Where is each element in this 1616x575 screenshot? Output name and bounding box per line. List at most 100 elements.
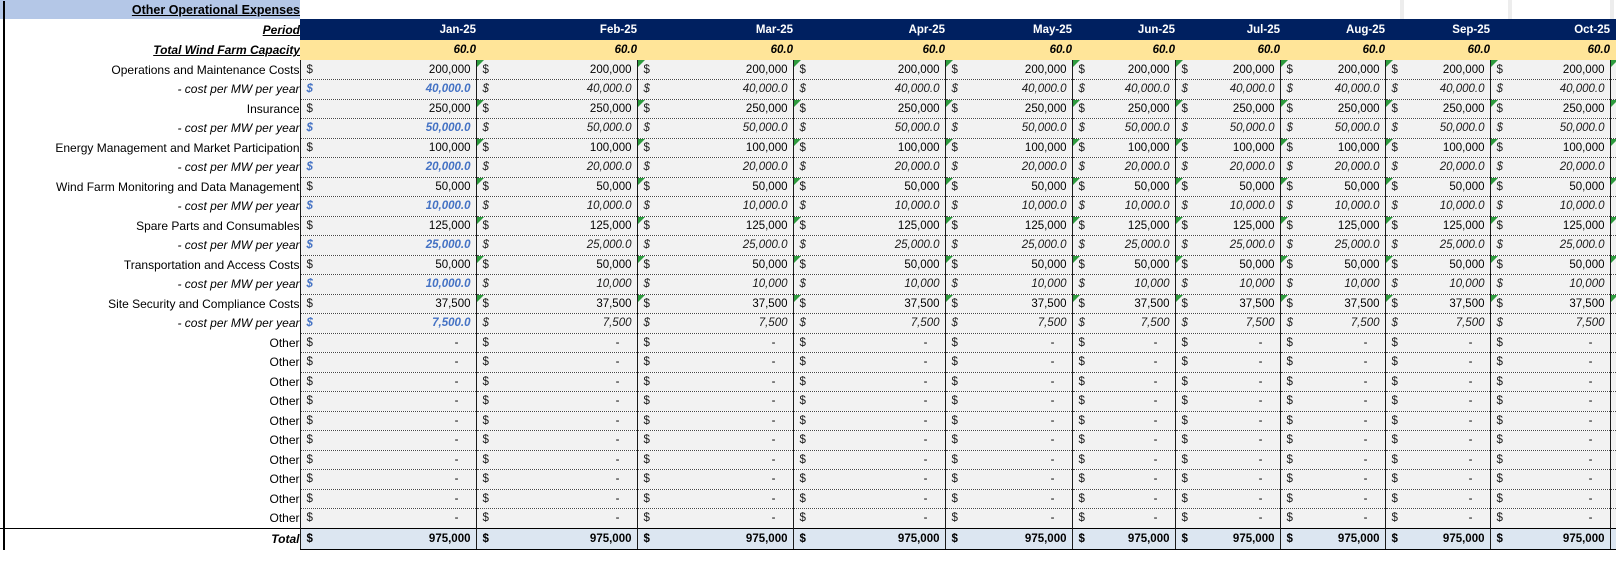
expense-value-cell[interactable]: $10,000.0 (1174, 196, 1280, 217)
expense-value-cell[interactable]: $200,000 (299, 60, 476, 80)
expense-value-cell[interactable]: $ - (944, 352, 1072, 373)
expense-value-cell[interactable]: $250,000 (1174, 99, 1280, 119)
expense-value-cell[interactable]: $ - (1071, 489, 1175, 509)
expense-value-cell[interactable]: $50,000.0 (944, 118, 1072, 139)
row-label[interactable]: - cost per MW per year (0, 274, 300, 294)
total-value-cell[interactable]: $975,000 (299, 527, 476, 550)
expense-value-cell[interactable]: $10,000.0 (1071, 196, 1175, 217)
expense-value-cell[interactable]: $ - (944, 508, 1072, 529)
capacity-value[interactable]: 60.0 (476, 40, 637, 60)
expense-value-cell[interactable]: $50,000 (475, 177, 637, 197)
expense-value-cell[interactable]: $ - (1174, 489, 1280, 509)
expense-value-cell[interactable]: $37,500 (475, 294, 637, 314)
expense-value-cell[interactable]: $ - (1174, 411, 1280, 431)
expense-value-cell[interactable]: $200,000 (1071, 60, 1175, 80)
expense-value-cell[interactable]: $250,000 (944, 99, 1072, 119)
expense-value-cell[interactable]: $ - (1384, 333, 1490, 353)
expense-value-cell[interactable]: $ - (1174, 450, 1280, 470)
expense-value-cell[interactable]: $ - (636, 430, 793, 451)
expense-value-cell[interactable]: $ - (636, 450, 793, 470)
row-label[interactable]: Operations and Maintenance Costs (0, 60, 300, 80)
expense-value-cell[interactable]: $37,500 (1489, 294, 1610, 314)
expense-value-cell[interactable]: $ - (944, 391, 1072, 412)
expense-value-cell[interactable]: $250,000 (475, 99, 637, 119)
expense-value-cell[interactable]: $50,000 (1071, 255, 1175, 275)
expense-value-cell[interactable]: $250,000 (792, 99, 945, 119)
expense-value-cell[interactable]: $125,000 (475, 216, 637, 236)
expense-value-cell[interactable]: $ - (944, 372, 1072, 392)
expense-value-cell[interactable]: $50,000 (636, 177, 793, 197)
expense-value-cell[interactable]: $10,000.0 (475, 196, 637, 217)
expense-value-cell[interactable]: $ - (1279, 411, 1385, 431)
expense-value-cell[interactable]: $37,500 (636, 294, 793, 314)
expense-value-cell[interactable]: $50,000.0 (792, 118, 945, 139)
row-label[interactable]: Other (0, 508, 300, 528)
month-header[interactable]: Jul-25 (1175, 19, 1280, 40)
expense-value-cell[interactable]: $ - (792, 411, 945, 431)
expense-value-cell[interactable]: $ - (1071, 391, 1175, 412)
expense-value-cell[interactable]: $100,000 (1071, 138, 1175, 158)
expense-value-cell[interactable]: $40,000.0 (792, 79, 945, 100)
expense-value-cell[interactable]: $ - (475, 469, 637, 490)
expense-value-cell[interactable]: $ - (1071, 450, 1175, 470)
expense-value-cell[interactable]: $ - (1071, 469, 1175, 490)
expense-value-cell[interactable]: $ - (475, 372, 637, 392)
expense-value-cell[interactable]: $ - (1071, 372, 1175, 392)
expense-value-cell[interactable]: $ - (792, 372, 945, 392)
expense-value-cell[interactable]: $ - (299, 391, 476, 412)
row-label[interactable]: Site Security and Compliance Costs (0, 294, 300, 314)
expense-value-cell[interactable]: $10,000.0 (636, 196, 793, 217)
row-label[interactable]: Other (0, 450, 300, 470)
expense-value-cell[interactable]: $37,500 (1384, 294, 1490, 314)
expense-value-cell[interactable]: $100,000 (944, 138, 1072, 158)
expense-value-cell[interactable]: $ - (792, 430, 945, 451)
row-label[interactable]: Other (0, 352, 300, 372)
expense-value-cell[interactable]: $ - (1489, 352, 1610, 373)
expense-value-cell[interactable]: $ - (792, 489, 945, 509)
month-header[interactable]: Sep-25 (1385, 19, 1490, 40)
expense-value-cell[interactable]: $20,000.0 (299, 157, 476, 178)
expense-value-cell[interactable]: $7,500 (1489, 313, 1610, 334)
capacity-value[interactable]: 60.0 (1072, 40, 1175, 60)
expense-value-cell[interactable]: $40,000.0 (1279, 79, 1385, 100)
expense-value-cell[interactable]: $50,000.0 (1174, 118, 1280, 139)
expense-value-cell[interactable]: $ - (299, 430, 476, 451)
expense-value-cell[interactable]: $25,000.0 (299, 235, 476, 256)
expense-value-cell[interactable]: $20,000.0 (944, 157, 1072, 178)
expense-value-cell[interactable]: $10,000 (792, 274, 945, 295)
expense-value-cell[interactable]: $ - (1384, 372, 1490, 392)
expense-value-cell[interactable]: $ - (1489, 469, 1610, 490)
expense-value-cell[interactable]: $50,000 (1174, 177, 1280, 197)
capacity-value[interactable]: 60.0 (637, 40, 793, 60)
expense-value-cell[interactable]: $50,000 (792, 177, 945, 197)
row-label[interactable]: Other (0, 372, 300, 392)
expense-value-cell[interactable]: $7,500.0 (299, 313, 476, 334)
expense-value-cell[interactable]: $20,000.0 (1071, 157, 1175, 178)
expense-value-cell[interactable]: $ - (1384, 508, 1490, 529)
row-label[interactable]: Transportation and Access Costs (0, 255, 300, 275)
expense-value-cell[interactable]: $25,000.0 (1071, 235, 1175, 256)
expense-value-cell[interactable]: $125,000 (1384, 216, 1490, 236)
expense-value-cell[interactable]: $ - (792, 391, 945, 412)
row-label[interactable]: Other (0, 469, 300, 489)
expense-value-cell[interactable]: $7,500 (792, 313, 945, 334)
expense-value-cell[interactable]: $50,000 (636, 255, 793, 275)
expense-value-cell[interactable]: $20,000.0 (636, 157, 793, 178)
expense-value-cell[interactable]: $ - (792, 508, 945, 529)
expense-value-cell[interactable]: $20,000.0 (1489, 157, 1610, 178)
expense-value-cell[interactable]: $ - (944, 489, 1072, 509)
total-value-cell[interactable]: $975,000 (1489, 527, 1610, 550)
row-label[interactable]: Energy Management and Market Participati… (0, 138, 300, 158)
expense-value-cell[interactable]: $10,000 (1279, 274, 1385, 295)
expense-value-cell[interactable]: $10,000 (475, 274, 637, 295)
total-value-cell[interactable]: $975,000 (1174, 527, 1280, 550)
expense-value-cell[interactable]: $50,000.0 (1489, 118, 1610, 139)
row-label[interactable]: - cost per MW per year (0, 196, 300, 216)
expense-value-cell[interactable]: $ - (1174, 352, 1280, 373)
expense-value-cell[interactable]: $ - (944, 430, 1072, 451)
expense-value-cell[interactable]: $ - (1384, 450, 1490, 470)
expense-value-cell[interactable]: $37,500 (299, 294, 476, 314)
expense-value-cell[interactable]: $50,000 (1174, 255, 1280, 275)
expense-value-cell[interactable]: $ - (944, 469, 1072, 490)
expense-value-cell[interactable]: $25,000.0 (944, 235, 1072, 256)
